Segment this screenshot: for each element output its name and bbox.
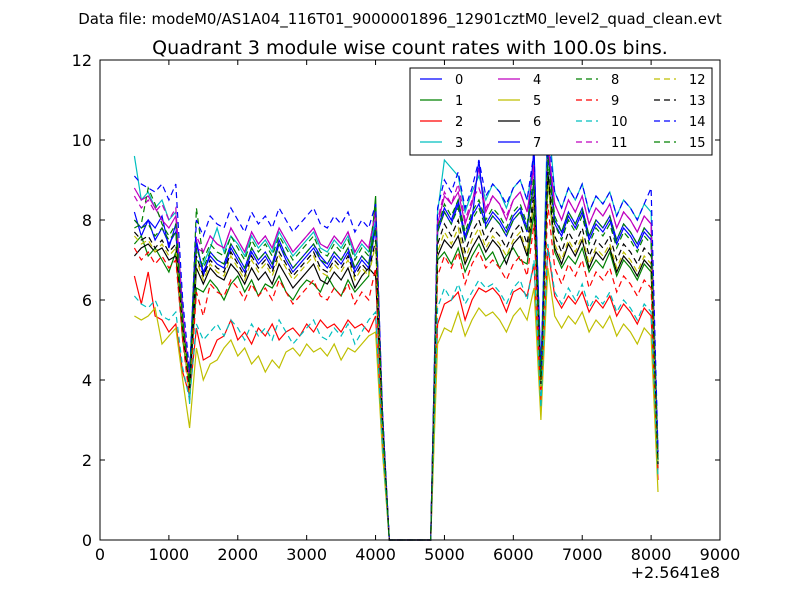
y-tick-label: 6 bbox=[82, 291, 92, 310]
x-tick-label: 0 bbox=[95, 545, 105, 564]
legend-label-9: 9 bbox=[611, 94, 619, 109]
legend-label-12: 12 bbox=[689, 73, 706, 88]
series-line-3 bbox=[133, 111, 659, 541]
x-tick-label: 2000 bbox=[217, 545, 258, 564]
legend-label-15: 15 bbox=[689, 136, 706, 151]
x-tick-label: 6000 bbox=[493, 545, 534, 564]
x-tick-label: 5000 bbox=[424, 545, 465, 564]
y-tick-label: 8 bbox=[82, 211, 92, 230]
legend-box bbox=[409, 67, 713, 156]
legend-label-10: 10 bbox=[611, 115, 628, 130]
series-line-8 bbox=[134, 155, 659, 541]
y-tick-label: 2 bbox=[82, 451, 92, 470]
legend-label-2: 2 bbox=[455, 115, 463, 130]
y-tick-label: 4 bbox=[82, 371, 92, 390]
legend-label-13: 13 bbox=[689, 94, 706, 109]
series-line-11 bbox=[133, 143, 659, 541]
legend-label-0: 0 bbox=[455, 73, 463, 88]
series-line-13 bbox=[133, 171, 659, 541]
x-tick-label: 8000 bbox=[631, 545, 672, 564]
series-line-10 bbox=[133, 243, 659, 541]
x-tick-label: 7000 bbox=[562, 545, 603, 564]
legend-label-3: 3 bbox=[455, 136, 463, 151]
series-line-6 bbox=[133, 171, 659, 541]
legend-label-5: 5 bbox=[533, 94, 541, 109]
x-offset-label: +2.5641e8 bbox=[631, 563, 720, 582]
chart-title: Quadrant 3 module wise count rates with … bbox=[152, 37, 668, 59]
series-line-14 bbox=[133, 131, 659, 541]
legend-label-6: 6 bbox=[533, 115, 541, 130]
y-tick-label: 0 bbox=[82, 531, 92, 550]
series-line-9 bbox=[133, 203, 659, 541]
x-tick-label: 9000 bbox=[700, 545, 741, 564]
series-line-0 bbox=[133, 147, 659, 541]
legend-label-1: 1 bbox=[455, 94, 463, 109]
series-line-5 bbox=[134, 267, 659, 541]
series-line-15 bbox=[133, 159, 659, 541]
x-tick-label: 1000 bbox=[149, 545, 190, 564]
legend-label-14: 14 bbox=[689, 115, 706, 130]
series-layer bbox=[133, 111, 659, 541]
legend-label-4: 4 bbox=[533, 73, 541, 88]
y-tick-label: 12 bbox=[72, 51, 92, 70]
data-file-suptitle: Data file: modeM0/AS1A04_116T01_90000018… bbox=[78, 10, 722, 29]
series-line-7 bbox=[133, 147, 659, 541]
legend-label-7: 7 bbox=[533, 136, 541, 151]
axes-layer: 0 1000 2000 3000 4000 5000 6000 7000 8000 9000 0 2 4… bbox=[72, 51, 741, 564]
x-tick-label: 4000 bbox=[355, 545, 396, 564]
y-tick-label: 10 bbox=[72, 131, 92, 150]
legend-label-8: 8 bbox=[611, 73, 619, 88]
legend-label-11: 11 bbox=[611, 136, 628, 151]
x-tick-label: 3000 bbox=[286, 545, 327, 564]
